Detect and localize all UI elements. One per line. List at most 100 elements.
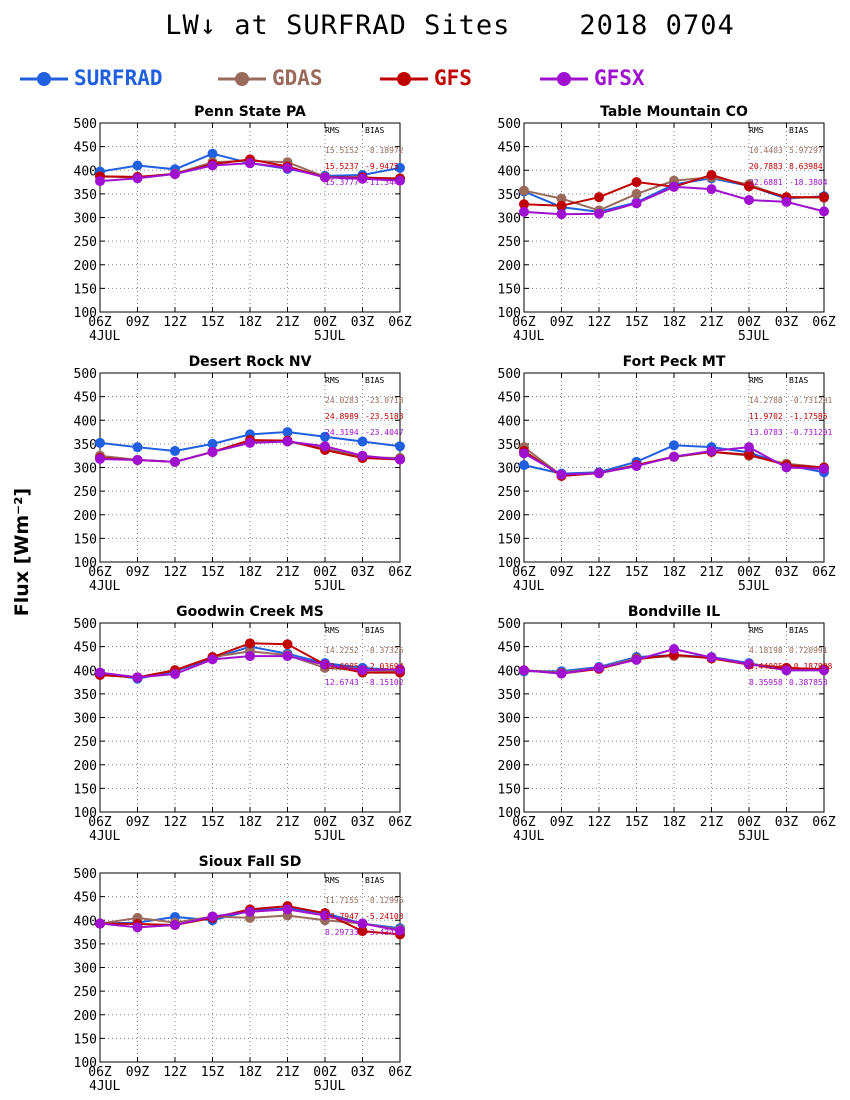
x-tick-label: 21Z [276,565,300,580]
y-tick-label: 250 [74,235,97,250]
x-tick-label: 03Z [351,815,375,830]
data-point [245,638,255,649]
y-tick-label: 100 [498,306,521,321]
data-point [282,436,293,447]
y-tick-label: 500 [498,617,521,632]
stat-bias: -9.9475 [365,162,399,171]
x-tick-label: 09Z [126,1065,150,1080]
x-tick-label: 09Z [126,565,150,580]
y-tick-label: 150 [74,782,97,797]
x-tick-label: 12Z [163,1065,187,1080]
data-point [594,468,604,479]
data-point [556,209,567,220]
y-tick-label: 300 [498,212,521,227]
x-tick-label: 09Z [126,315,150,330]
y-tick-label: 400 [498,664,521,679]
data-point [556,200,567,211]
x-tick-label: 06Z [88,315,112,330]
y-tick-label: 500 [74,367,97,382]
data-point [669,643,679,654]
data-point [669,440,679,451]
data-point [395,454,405,465]
data-point [706,184,717,195]
y-tick-label: 350 [498,438,521,453]
data-point [170,669,180,680]
data-point [207,438,218,449]
y-tick-label: 100 [74,556,97,571]
stat-rms: 15.3777 [325,178,359,187]
stat-rms: 10.4403 [749,146,783,155]
series-gfsx [519,181,829,220]
x-tick-label: 18Z [238,565,262,580]
data-point [320,659,330,670]
data-point [207,911,218,922]
x-tick-label: 12Z [587,565,611,580]
y-tick-label: 500 [74,617,97,632]
stat-rms: 4.44095 [749,662,783,671]
y-tick-label: 450 [498,141,521,156]
legend: SURFRAD GDAS GFS GFSX [0,62,850,102]
x-tick-label: 06Z [512,815,536,830]
x-tick-label: 15Z [201,565,225,580]
stats-header-rms: RMS [749,126,764,135]
y-tick-label: 300 [74,712,97,727]
data-point [556,193,567,204]
series-gfsx [519,442,829,480]
legend-marker [540,72,588,86]
y-tick-label: 450 [74,141,97,156]
data-point [395,162,405,173]
stat-bias: -8.18972 [365,146,404,155]
series-gfsx [95,904,405,936]
x-tick-label: 12Z [587,815,611,830]
data-point [132,672,143,683]
data-point [170,919,180,930]
date-label: 4JUL [513,579,544,594]
data-point [207,654,218,665]
data-point [706,445,717,456]
date-label: 4JUL [89,1079,120,1094]
x-tick-label: 03Z [775,565,799,580]
x-tick-label: 15Z [625,815,649,830]
stat-rms: 15.5152 [325,146,359,155]
x-tick-label: 09Z [550,565,574,580]
data-point [519,665,529,676]
stats-header-bias: BIAS [789,376,808,385]
stat-rms: 22.6881 [749,178,783,187]
y-tick-label: 200 [74,259,97,274]
x-tick-label: 06Z [812,565,836,580]
legend-marker [20,72,68,86]
date-label: 5JUL [314,579,345,594]
data-point [95,437,105,448]
date-label: 5JUL [314,329,345,344]
stat-bias: -8.15102 [365,678,404,687]
data-point [519,460,529,471]
data-point [95,667,105,678]
date-label: 5JUL [314,1079,345,1094]
y-tick-label: 200 [498,259,521,274]
stat-rms: 13.7947 [325,912,359,921]
data-point [320,910,330,921]
data-point [395,925,405,936]
stat-rms: 11.7155 [325,896,359,905]
y-tick-label: 100 [74,1056,97,1071]
y-tick-label: 400 [74,664,97,679]
stat-rms: 24.8989 [325,412,359,421]
y-tick-label: 250 [74,735,97,750]
stat-bias: -1.17585 [789,412,828,421]
y-tick-label: 500 [498,117,521,132]
panel-title: Desert Rock NV [189,354,312,370]
x-tick-label: 12Z [587,315,611,330]
y-tick-label: 300 [74,962,97,977]
y-tick-label: 400 [498,164,521,179]
data-point [395,664,405,675]
y-tick-label: 450 [74,891,97,906]
y-tick-label: 200 [74,509,97,524]
x-tick-label: 21Z [276,1065,300,1080]
stats-header-bias: BIAS [365,376,384,385]
data-point [320,441,330,452]
y-tick-label: 100 [498,806,521,821]
x-tick-label: 06Z [512,565,536,580]
data-point [320,172,330,183]
